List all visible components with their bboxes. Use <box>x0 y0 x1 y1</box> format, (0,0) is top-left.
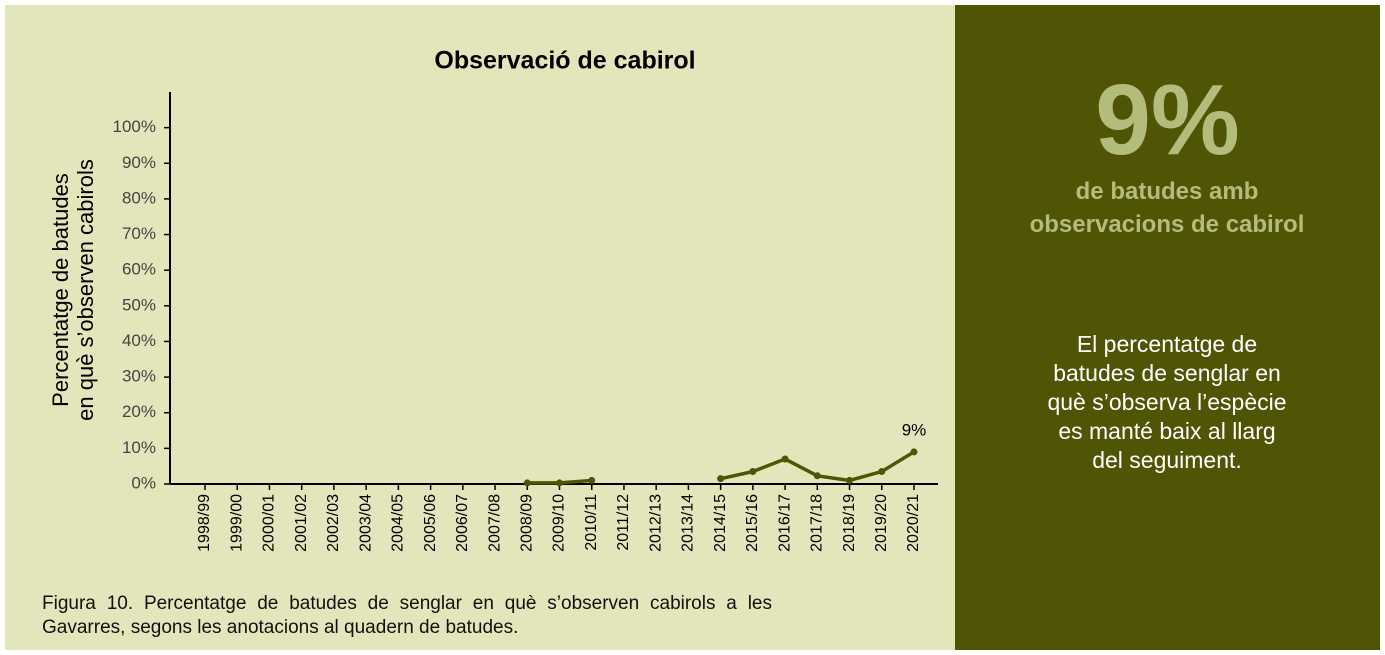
y-tick-label: 0% <box>131 473 156 492</box>
x-tick-label: 2018/19 <box>841 494 858 552</box>
x-tick-label: 2011/12 <box>615 494 632 551</box>
data-label: 9% <box>902 420 927 439</box>
subhead: de batudes amb observacions de cabirol <box>1029 178 1305 238</box>
point <box>523 479 531 487</box>
y-tick-label: 40% <box>122 331 156 350</box>
y-tick-label: 30% <box>122 367 156 386</box>
x-tick-label: 2004/05 <box>390 494 407 552</box>
x-tick-label: 2009/10 <box>551 494 568 552</box>
x-tick-label: 2003/04 <box>357 494 374 552</box>
x-tick-label: 2020/21 <box>905 494 922 552</box>
y-tick-label: 70% <box>122 224 156 243</box>
chart: Observació de cabirol Percentatge de bat… <box>48 47 938 552</box>
x-tick-label: 2019/20 <box>873 494 890 552</box>
point <box>556 479 563 487</box>
y-tick-label: 80% <box>122 188 156 207</box>
x-tick-label: 2015/16 <box>744 494 761 552</box>
x-tick-label: 2017/18 <box>809 494 826 552</box>
x-tick-label: 2005/06 <box>422 494 439 552</box>
x-tick-label: 2014/15 <box>712 494 729 552</box>
y-tick-label: 10% <box>122 438 156 457</box>
x-tick-label: 2006/07 <box>454 494 471 552</box>
point <box>846 476 854 484</box>
caption: Figura 10. Percentatge de batudes de sen… <box>42 593 772 638</box>
y-axis-label: Percentatge de batudes <box>48 173 73 407</box>
x-tick-label: 2000/01 <box>261 494 278 552</box>
point <box>717 475 725 483</box>
point <box>910 448 918 456</box>
y-tick-label: 50% <box>122 295 156 314</box>
point <box>749 468 757 476</box>
y-tick-label: 90% <box>122 153 156 172</box>
x-tick-label: 2008/09 <box>518 494 535 552</box>
x-tick-label: 2013/14 <box>680 494 697 552</box>
y-tick-label: 20% <box>122 402 156 421</box>
x-tick-label: 2016/17 <box>776 494 793 552</box>
x-tick-label: 2002/03 <box>325 494 342 552</box>
point <box>878 468 886 476</box>
y-axis-label: en què s’observen cabirols <box>73 159 98 421</box>
x-tick-label: 2007/08 <box>486 494 503 552</box>
x-tick-label: 1999/00 <box>228 494 245 552</box>
point <box>588 476 596 484</box>
chart-panel <box>5 5 955 650</box>
headline: 9% <box>1095 64 1240 176</box>
point <box>781 455 789 463</box>
y-tick-label: 100% <box>113 117 156 136</box>
summary-text: El percentatge de batudes de senglar en … <box>1047 331 1287 473</box>
x-tick-label: 2001/02 <box>293 494 310 552</box>
x-tick-label: 2012/13 <box>647 494 664 552</box>
x-tick-label: 1998/99 <box>196 494 213 552</box>
point <box>813 472 821 480</box>
chart-title: Observació de cabirol <box>434 47 695 75</box>
y-tick-label: 60% <box>122 260 156 279</box>
x-tick-label: 2010/11 <box>583 494 600 551</box>
summary-panel: 9% de batudes amb observacions de cabiro… <box>955 5 1380 650</box>
